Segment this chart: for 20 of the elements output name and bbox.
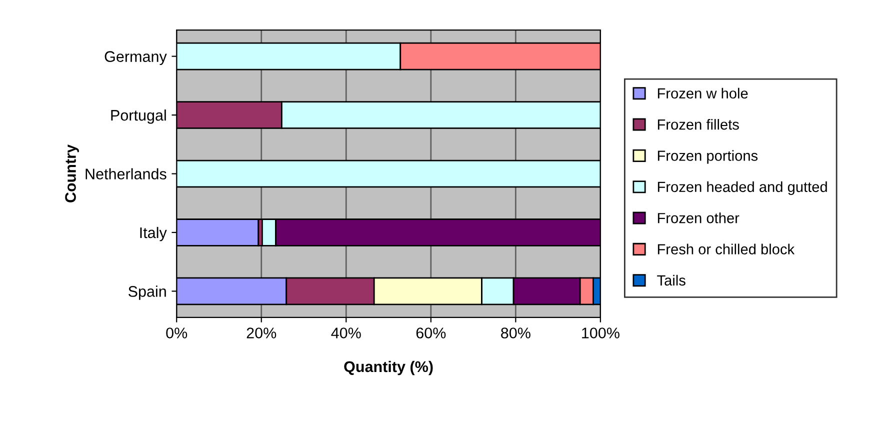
- legend-label: Fresh or chilled block: [658, 244, 795, 254]
- legend-label: Frozen portions: [658, 150, 758, 164]
- y-tick-label: Italy: [140, 226, 167, 242]
- y-tick-label: Netherlands: [86, 168, 166, 180]
- x-tick-label: 100%: [582, 328, 620, 338]
- legend-label: Frozen fillets: [658, 119, 739, 130]
- x-tick-label: 60%: [416, 328, 446, 338]
- x-tick-label: 40%: [331, 328, 361, 338]
- x-axis-title: Quantity (%): [344, 360, 433, 376]
- legend-label: Frozen headed and gutted: [658, 181, 827, 195]
- x-tick-label: 20%: [246, 328, 276, 338]
- y-tick-label: Germany: [104, 51, 167, 66]
- legend-label: Tails: [657, 274, 686, 286]
- x-tick-label: 0%: [166, 328, 188, 338]
- y-axis-title: Country: [65, 144, 79, 202]
- y-tick-label: Portugal: [111, 109, 166, 124]
- legend-label: Frozen w hole: [658, 88, 748, 99]
- x-tick-label: 80%: [501, 328, 530, 338]
- legend-label: Frozen other: [658, 212, 740, 224]
- y-tick-label: Spain: [128, 286, 166, 300]
